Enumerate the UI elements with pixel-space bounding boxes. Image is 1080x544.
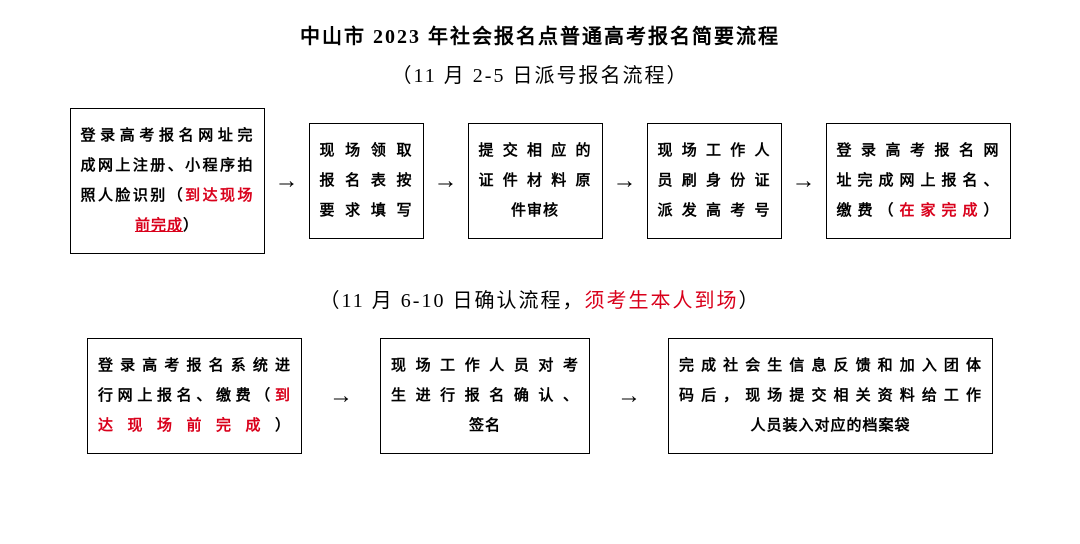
text: 11 月 6-10 日确认流程， <box>342 290 585 312</box>
text-red: 在家完成 <box>899 203 983 219</box>
subtitle-text: 11 月 2-5 日派号报名流程 <box>414 65 667 87</box>
step-6-box: 登录高考报名系统进 行网上报名、缴费（到 达现场前完成） <box>87 338 302 454</box>
text-line: 人员装入对应的档案袋 <box>679 411 982 441</box>
text-red: 达现场前完成 <box>98 418 275 434</box>
text: ） <box>275 418 291 434</box>
text-red: 前完成 <box>135 218 183 234</box>
step-4-box: 现场工作人 员刷身份证 派发高考号 <box>647 123 782 239</box>
text: 行网上报名、缴费（ <box>98 388 275 404</box>
text-line: 件审核 <box>479 196 592 226</box>
text-line: 登录高考报名网 <box>837 136 1000 166</box>
text-red: 到 <box>275 388 291 404</box>
step-8-box: 完成社会生信息反馈和加入团体 码后，现场提交相关资料给工作 人员装入对应的档案袋 <box>668 338 993 454</box>
text-red: 须考生本人到场 <box>584 290 738 312</box>
flow-row-1: 登录高考报名网址完 成网上注册、小程序拍 照人脸识别（到达现场 前完成） → 现… <box>30 108 1050 254</box>
step-2-box: 现场领取 报名表按 要求填写 <box>309 123 424 239</box>
text-line: 成网上注册、小程序拍 <box>81 151 254 181</box>
text-line: 址完成网上报名、 <box>837 166 1000 196</box>
text-red: 到达现场 <box>185 188 253 204</box>
arrow-icon: → <box>611 168 639 195</box>
subtitle-row2: （11 月 6-10 日确认流程，须考生本人到场） <box>30 284 1050 313</box>
step-5-box: 登录高考报名网 址完成网上报名、 缴费（在家完成） <box>826 123 1011 239</box>
text-line: 照人脸识别（到达现场 <box>81 181 254 211</box>
subtitle-row1: （11 月 2-5 日派号报名流程） <box>30 59 1050 88</box>
text-line: 签名 <box>391 411 579 441</box>
text: ） <box>183 218 199 234</box>
main-title: 中山市 2023 年社会报名点普通高考报名简要流程 <box>30 20 1050 49</box>
text-line: 员刷身份证 <box>658 166 771 196</box>
text-line: 要求填写 <box>320 196 413 226</box>
step-7-box: 现场工作人员对考 生进行报名确认、 签名 <box>380 338 590 454</box>
step-3-box: 提交相应的 证件材料原 件审核 <box>468 123 603 239</box>
paren-open: （ <box>320 290 342 312</box>
text: 照人脸识别（ <box>81 188 186 204</box>
arrow-icon: → <box>432 168 460 195</box>
arrow-icon: → <box>615 383 643 410</box>
paren-close: ） <box>738 290 760 312</box>
arrow-icon: → <box>790 168 818 195</box>
text-line: 现场工作人 <box>658 136 771 166</box>
text-line: 报名表按 <box>320 166 413 196</box>
text-line: 完成社会生信息反馈和加入团体 <box>679 351 982 381</box>
text-line: 登录高考报名系统进 <box>98 351 291 381</box>
text-line: 现场领取 <box>320 136 413 166</box>
text-line: 行网上报名、缴费（到 <box>98 381 291 411</box>
text-line: 提交相应的 <box>479 136 592 166</box>
text-line: 证件材料原 <box>479 166 592 196</box>
text-line: 派发高考号 <box>658 196 771 226</box>
arrow-icon: → <box>327 383 355 410</box>
paren-open: （ <box>392 65 414 87</box>
text: 缴费（ <box>837 203 900 219</box>
text: ） <box>983 203 999 219</box>
flow-row-2: 登录高考报名系统进 行网上报名、缴费（到 达现场前完成） → 现场工作人员对考 … <box>30 338 1050 454</box>
text-line: 达现场前完成） <box>98 411 291 441</box>
text-line: 缴费（在家完成） <box>837 196 1000 226</box>
step-1-box: 登录高考报名网址完 成网上注册、小程序拍 照人脸识别（到达现场 前完成） <box>70 108 265 254</box>
text-line: 现场工作人员对考 <box>391 351 579 381</box>
arrow-icon: → <box>273 168 301 195</box>
paren-close: ） <box>666 65 688 87</box>
text-line: 登录高考报名网址完 <box>81 121 254 151</box>
text-line: 生进行报名确认、 <box>391 381 579 411</box>
text-line: 前完成） <box>81 211 254 241</box>
text-line: 码后，现场提交相关资料给工作 <box>679 381 982 411</box>
